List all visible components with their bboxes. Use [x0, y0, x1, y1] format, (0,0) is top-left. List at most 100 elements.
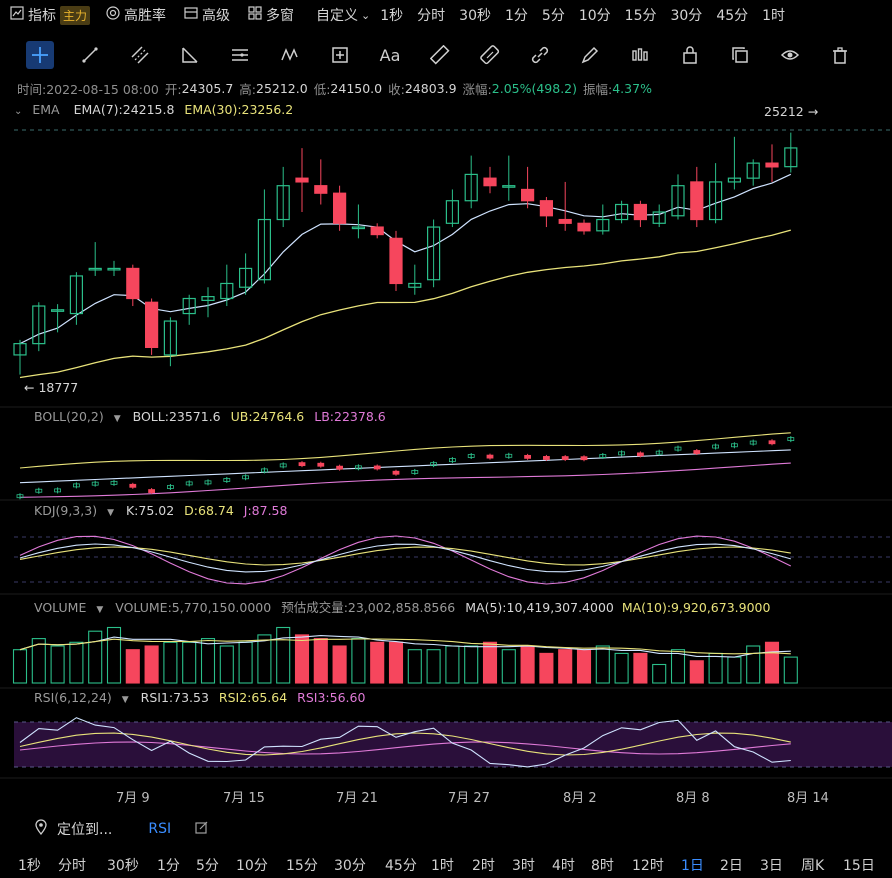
rsi1-value: RSI1:73.53 [140, 690, 209, 705]
volume-bar [501, 649, 516, 684]
bottom-interval-15[interactable]: 1日 [681, 858, 704, 874]
candle-body [32, 305, 46, 345]
candle-body [596, 218, 610, 232]
interval-30m[interactable]: 30分 [670, 8, 703, 24]
advanced-button[interactable]: 高级 [184, 5, 230, 25]
trend-line-icon[interactable] [76, 41, 104, 69]
bottom-interval-14[interactable]: 12时 [632, 858, 664, 874]
volume-bar [370, 641, 385, 684]
multi-window-button[interactable]: 多窗 [248, 5, 294, 25]
boll-legend[interactable]: BOLL(20,2) ▼ BOLL:23571.6 UB:24764.6 LB:… [34, 409, 386, 424]
kdj-name: KDJ(9,3,3) [34, 503, 98, 518]
x-tick-label: 7月 15 [223, 791, 265, 806]
location-pin-icon[interactable] [34, 819, 48, 839]
horizontal-lines-icon[interactable] [226, 41, 254, 69]
eye-icon[interactable] [776, 41, 804, 69]
candle-body [50, 309, 65, 312]
interval-30s[interactable]: 30秒 [459, 8, 491, 24]
wave-tool-icon[interactable] [276, 41, 304, 69]
link-icon[interactable] [526, 41, 554, 69]
custom-dropdown[interactable]: 自定义 ⌄ [316, 5, 370, 25]
boll-candle-body [505, 453, 513, 458]
volume-dropdown-icon[interactable]: ▼ [96, 605, 104, 615]
lock-icon[interactable] [676, 41, 704, 69]
bottom-interval-16[interactable]: 2日 [720, 858, 743, 874]
parallel-lines-icon[interactable] [126, 41, 154, 69]
rsi-name: RSI(6,12,24) [34, 690, 112, 705]
locate-button[interactable]: 定位到... [57, 822, 113, 838]
bottom-interval-18[interactable]: 周K [801, 858, 825, 874]
win-rate-button[interactable]: 高胜率 [106, 5, 166, 25]
volume-bar [426, 649, 441, 684]
volume-ma5: MA(5):10,419,307.4000 [465, 600, 614, 615]
bottom-interval-13[interactable]: 8时 [591, 858, 614, 874]
bottom-interval-2[interactable]: 30秒 [107, 858, 139, 874]
ema-name: EMA [32, 102, 60, 117]
volume-bar [125, 649, 140, 684]
ema-legend[interactable]: ⌄ EMA EMA(7):24215.8 EMA(30):23256.2 [14, 102, 293, 117]
boll-candle-body [148, 489, 156, 493]
bottom-interval-12[interactable]: 4时 [552, 858, 575, 874]
bottom-interval-11[interactable]: 3时 [512, 858, 535, 874]
bottom-interval-10[interactable]: 2时 [472, 858, 495, 874]
boll-candle-body [693, 450, 701, 454]
bottom-interval-6[interactable]: 15分 [286, 858, 318, 874]
bottom-interval-19[interactable]: 15日 [843, 858, 875, 874]
interval-1m[interactable]: 1分 [504, 8, 528, 24]
x-tick-label: 8月 2 [563, 791, 597, 806]
trash-icon[interactable] [826, 41, 854, 69]
rsi-dropdown-icon[interactable]: ▼ [121, 695, 129, 705]
candle-body [671, 185, 685, 217]
boll-value: BOLL:23571.6 [132, 409, 221, 424]
kdj-legend[interactable]: KDJ(9,3,3) ▼ K:75.02 D:68.74 J:87.58 [34, 503, 287, 518]
interval-timeshare[interactable]: 分时 [417, 8, 446, 24]
bottom-interval-1[interactable]: 分时 [58, 858, 86, 874]
pen-icon[interactable] [576, 41, 604, 69]
bottom-interval-3[interactable]: 1分 [157, 858, 180, 874]
bottom-interval-8[interactable]: 45分 [385, 858, 417, 874]
change-label: 涨幅: [462, 81, 492, 97]
volume-bar [276, 626, 291, 684]
volume-ma10: MA(10):9,920,673.9000 [621, 600, 771, 615]
ruler-icon[interactable] [426, 41, 454, 69]
bottom-interval-9[interactable]: 1时 [431, 858, 454, 874]
collapse-chevron-icon[interactable]: ⌄ [14, 106, 23, 117]
volume-legend[interactable]: VOLUME ▼ VOLUME:5,770,150.0000 预估成交量:23,… [34, 597, 770, 616]
bottom-interval-5[interactable]: 10分 [236, 858, 268, 874]
bottom-interval-0[interactable]: 1秒 [18, 858, 41, 874]
interval-45m[interactable]: 45分 [716, 8, 749, 24]
volume-bar [520, 645, 535, 684]
volume-bar [482, 641, 498, 684]
measure-icon[interactable] [476, 41, 504, 69]
interval-1h[interactable]: 1时 [762, 8, 786, 24]
rsi-legend[interactable]: RSI(6,12,24) ▼ RSI1:73.53 RSI2:65.64 RSI… [34, 690, 365, 705]
interval-15m[interactable]: 15分 [624, 8, 657, 24]
angle-tool-icon[interactable] [176, 41, 204, 69]
bottom-interval-7[interactable]: 30分 [334, 858, 366, 874]
interval-1s[interactable]: 1秒 [380, 8, 404, 24]
boll-candle-body [16, 494, 24, 499]
volume-bar [783, 656, 798, 684]
rsi-link[interactable]: RSI [148, 821, 172, 837]
edit-icon[interactable] [195, 821, 208, 838]
boll-candle-body [674, 446, 682, 451]
candle-body [539, 200, 554, 217]
interval-10m[interactable]: 10分 [578, 8, 611, 24]
boll-candle-body [35, 488, 43, 493]
boll-candle-body [787, 437, 795, 442]
add-box-icon[interactable] [326, 41, 354, 69]
bottom-interval-4[interactable]: 5分 [196, 858, 219, 874]
crosshair-tool-icon[interactable] [26, 41, 54, 69]
kdj-dropdown-icon[interactable]: ▼ [107, 508, 114, 518]
boll-candle-body [185, 481, 193, 486]
bottom-interval-17[interactable]: 3日 [760, 858, 783, 874]
boll-dropdown-icon[interactable]: ▼ [113, 414, 121, 424]
interval-5m[interactable]: 5分 [541, 8, 565, 24]
bars-tool-icon[interactable] [626, 41, 654, 69]
copy-icon[interactable] [726, 41, 754, 69]
indicator-button[interactable]: 指标 主力 [10, 5, 91, 25]
text-tool-icon[interactable]: Aa [379, 45, 401, 65]
candle-body [727, 177, 742, 183]
top-bar: 指标 主力 高胜率 高级 多窗 自定义 ⌄ 1秒 分时 30秒 1分 5分 10… [0, 0, 892, 30]
